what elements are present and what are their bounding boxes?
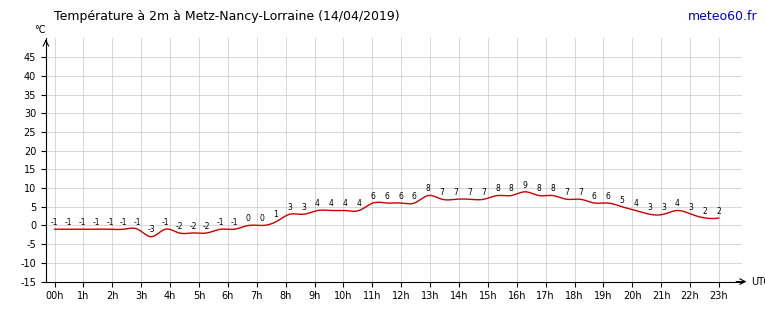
Text: 8: 8 xyxy=(509,184,514,193)
Text: 6: 6 xyxy=(606,192,610,201)
Text: -3: -3 xyxy=(148,226,155,235)
Text: 2: 2 xyxy=(717,207,721,216)
Text: meteo60.fr: meteo60.fr xyxy=(688,10,757,23)
Text: -1: -1 xyxy=(161,218,169,227)
Text: -1: -1 xyxy=(106,218,114,227)
Text: 8: 8 xyxy=(495,184,500,193)
Text: 6: 6 xyxy=(370,192,376,201)
Text: -1: -1 xyxy=(231,218,238,227)
Text: 4: 4 xyxy=(356,199,362,208)
Text: -2: -2 xyxy=(175,222,183,231)
Text: -1: -1 xyxy=(120,218,128,227)
Text: 6: 6 xyxy=(592,192,597,201)
Text: 7: 7 xyxy=(467,188,472,197)
Text: -2: -2 xyxy=(189,222,197,231)
Text: 2: 2 xyxy=(703,207,708,216)
Text: 0: 0 xyxy=(246,214,251,223)
Text: -1: -1 xyxy=(93,218,100,227)
Text: 3: 3 xyxy=(688,203,694,212)
Text: 4: 4 xyxy=(633,199,638,208)
Text: 4: 4 xyxy=(329,199,334,208)
Text: -1: -1 xyxy=(134,218,142,227)
Text: 3: 3 xyxy=(301,203,306,212)
Text: 5: 5 xyxy=(620,196,624,204)
Text: 3: 3 xyxy=(647,203,653,212)
Text: -1: -1 xyxy=(217,218,224,227)
Text: 7: 7 xyxy=(565,188,569,197)
Text: 6: 6 xyxy=(412,192,417,201)
Text: 9: 9 xyxy=(522,180,528,189)
Text: 6: 6 xyxy=(384,192,389,201)
Text: -2: -2 xyxy=(203,222,210,231)
Text: 6: 6 xyxy=(398,192,403,201)
Text: 7: 7 xyxy=(481,188,486,197)
Text: -1: -1 xyxy=(79,218,86,227)
Text: 7: 7 xyxy=(454,188,458,197)
Text: °C: °C xyxy=(34,25,46,35)
Text: -1: -1 xyxy=(50,218,58,227)
Text: 7: 7 xyxy=(440,188,444,197)
Text: Température à 2m à Metz-Nancy-Lorraine (14/04/2019): Température à 2m à Metz-Nancy-Lorraine (… xyxy=(54,10,399,23)
Text: 8: 8 xyxy=(551,184,555,193)
Text: -1: -1 xyxy=(65,218,72,227)
Text: 1: 1 xyxy=(274,211,278,220)
Text: 3: 3 xyxy=(288,203,292,212)
Text: UTC: UTC xyxy=(750,276,765,287)
Text: 4: 4 xyxy=(315,199,320,208)
Text: 3: 3 xyxy=(661,203,666,212)
Text: 4: 4 xyxy=(343,199,347,208)
Text: 8: 8 xyxy=(536,184,542,193)
Text: 0: 0 xyxy=(260,214,265,223)
Text: 4: 4 xyxy=(675,199,680,208)
Text: 7: 7 xyxy=(578,188,583,197)
Text: 8: 8 xyxy=(426,184,431,193)
